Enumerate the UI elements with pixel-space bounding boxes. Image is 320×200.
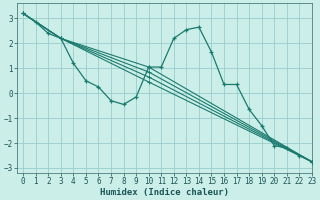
X-axis label: Humidex (Indice chaleur): Humidex (Indice chaleur) bbox=[100, 188, 229, 197]
